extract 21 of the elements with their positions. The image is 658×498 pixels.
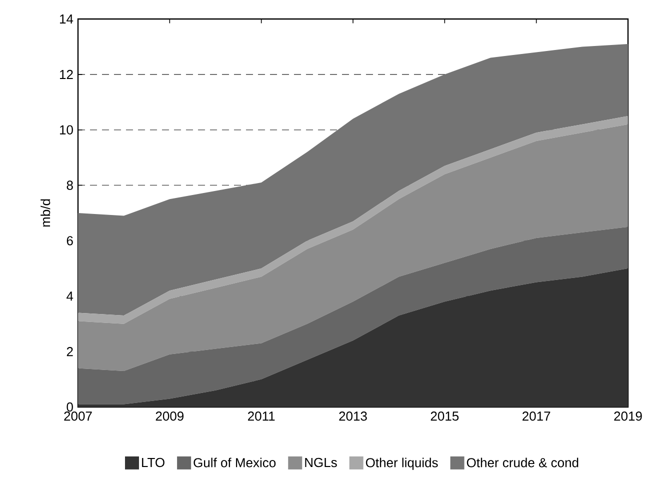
legend-label: NGLs — [305, 458, 337, 468]
y-tick-label: 14 — [60, 14, 74, 24]
y-tick-label: 2 — [66, 347, 73, 356]
y-tick-label: 10 — [60, 125, 73, 134]
y-tick-label: 8 — [66, 180, 73, 190]
y-tick-label: 12 — [60, 70, 73, 79]
y-tick-label: 6 — [66, 236, 73, 246]
x-tick-label: 2017 — [522, 412, 550, 421]
x-tick-label: 2019 — [614, 412, 642, 421]
x-tick-label: 2011 — [248, 412, 275, 421]
x-tick-label: 2015 — [430, 412, 459, 421]
x-tick-label: 2007 — [64, 412, 92, 421]
legend-label: Gulf of Mexico — [194, 458, 276, 468]
legend-label: LTO — [142, 458, 164, 468]
y-axis-title: mb/d — [40, 199, 50, 227]
y-tick-label: 0 — [66, 402, 73, 412]
x-tick-label: 2013 — [339, 412, 367, 421]
y-tick-label: 4 — [66, 292, 74, 301]
legend-label: Other liquids — [366, 458, 438, 470]
x-tick-label: 2009 — [156, 412, 184, 421]
legend-label: Other crude & cond — [466, 458, 578, 468]
